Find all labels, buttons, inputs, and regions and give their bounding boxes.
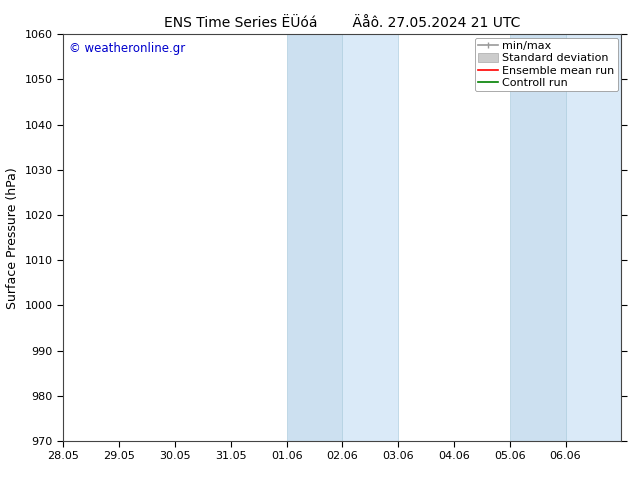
Title: ENS Time Series ËÜóá        Äåô. 27.05.2024 21 UTC: ENS Time Series ËÜóá Äåô. 27.05.2024 21 … <box>164 16 521 30</box>
Bar <box>566 34 621 441</box>
Bar <box>510 34 566 441</box>
Bar <box>342 34 398 441</box>
Bar <box>287 34 342 441</box>
Y-axis label: Surface Pressure (hPa): Surface Pressure (hPa) <box>6 167 19 309</box>
Legend: min/max, Standard deviation, Ensemble mean run, Controll run: min/max, Standard deviation, Ensemble me… <box>475 38 618 92</box>
Text: © weatheronline.gr: © weatheronline.gr <box>69 43 185 55</box>
